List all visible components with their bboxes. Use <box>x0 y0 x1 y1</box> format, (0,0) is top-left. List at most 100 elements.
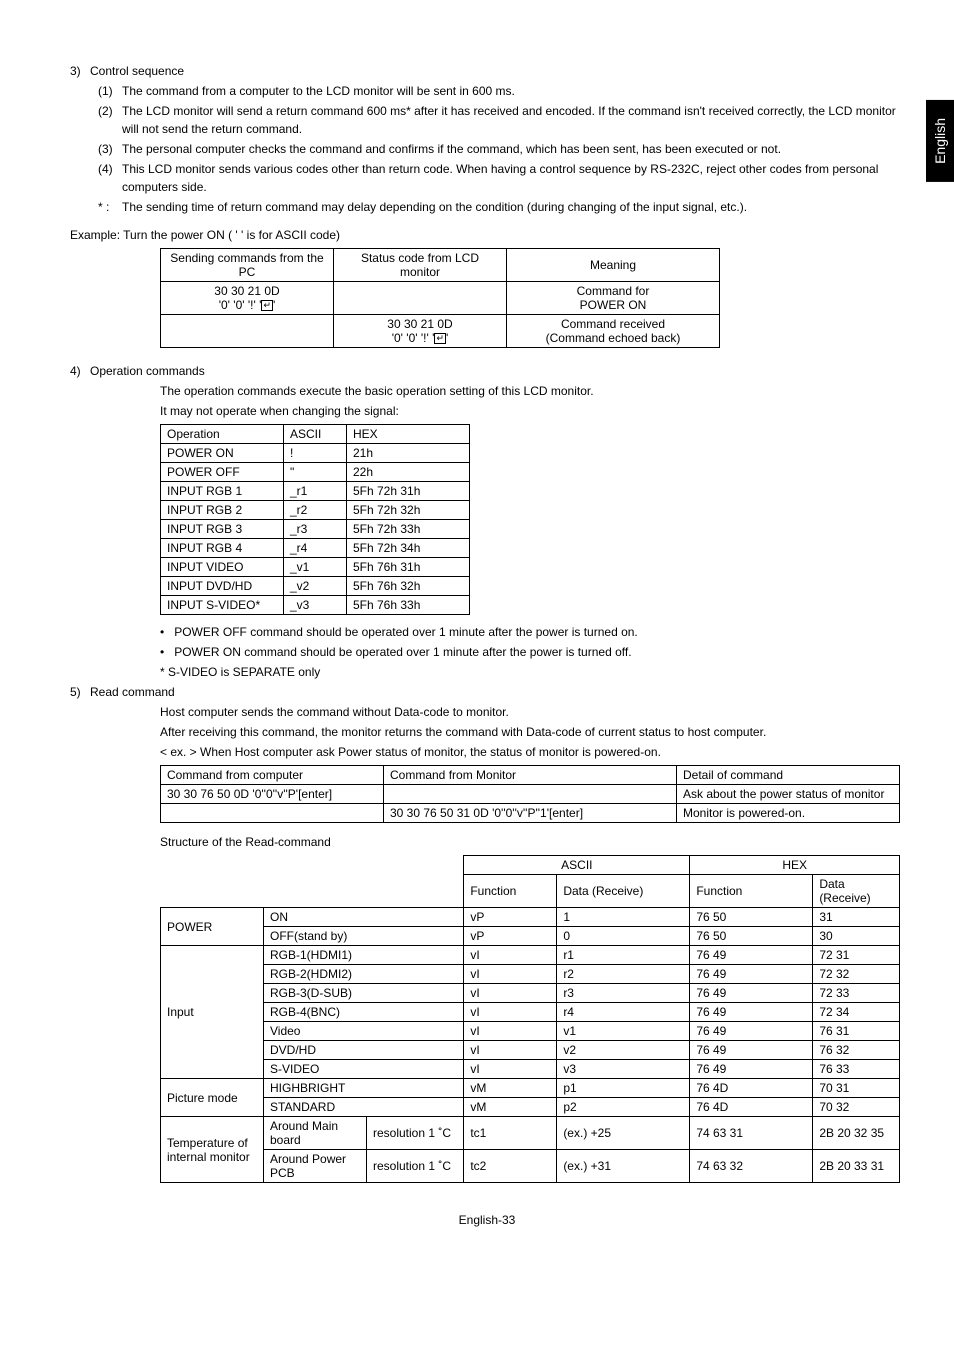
ex-h2: Status code from LCD monitor <box>334 249 507 282</box>
r2-cell: 76 49 <box>690 1060 813 1079</box>
sec4-p1: The operation commands execute the basic… <box>160 382 904 400</box>
ops-cell: 5Fh 76h 33h <box>347 596 470 615</box>
sec5-p3: < ex. > When Host computer ask Power sta… <box>160 743 904 761</box>
r2-cell: 76 49 <box>690 1041 813 1060</box>
r2-cell: 70 32 <box>813 1098 900 1117</box>
svideo-note: * S-VIDEO is SEPARATE only <box>160 663 904 681</box>
r2-cell: 31 <box>813 908 900 927</box>
r2-cell: 76 49 <box>690 1003 813 1022</box>
ops-cell: 5Fh 76h 31h <box>347 558 470 577</box>
ops-h: HEX <box>347 425 470 444</box>
r2-cell: 2B 20 32 35 <box>813 1117 900 1150</box>
r2-cell: tc1 <box>464 1117 557 1150</box>
example-table: Sending commands from the PC Status code… <box>160 248 720 348</box>
r2-cell: 74 63 31 <box>690 1117 813 1150</box>
r2-cell: 76 33 <box>813 1060 900 1079</box>
read-table-1: Command from computer Command from Monit… <box>160 765 900 823</box>
blank-cell <box>161 856 464 908</box>
r2-cell: STANDARD <box>264 1098 464 1117</box>
r1-h: Command from computer <box>161 766 384 785</box>
r2-cell: RGB-4(BNC) <box>264 1003 464 1022</box>
ex-cell: 30 30 21 0D'0' '0' '!' '↵' <box>334 315 507 348</box>
r1-cell <box>384 785 677 804</box>
r2-cell: resolution 1 ˚C <box>367 1150 464 1183</box>
enter-icon: ↵ <box>261 300 273 311</box>
r2-cell: r2 <box>557 965 690 984</box>
r2-cell: vM <box>464 1079 557 1098</box>
r1-cell: 30 30 76 50 0D '0''0''v''P'[enter] <box>161 785 384 804</box>
r2-cell: 2B 20 33 31 <box>813 1150 900 1183</box>
sec3-item-text: The sending time of return command may d… <box>122 198 747 216</box>
r1-cell: Ask about the power status of monitor <box>677 785 900 804</box>
ex-line: '0' '0' '!' ' <box>392 331 435 345</box>
r2-top: HEX <box>690 856 900 875</box>
ops-table: Operation ASCII HEX POWER ON!21hPOWER OF… <box>160 424 470 615</box>
ex-line: POWER ON <box>580 298 647 312</box>
r1-h: Command from Monitor <box>384 766 677 785</box>
ops-cell: INPUT RGB 2 <box>161 501 284 520</box>
sec3-list: (1)The command from a computer to the LC… <box>98 82 904 216</box>
r2-sub: Data (Receive) <box>557 875 690 908</box>
sec3-item-num: * : <box>98 198 122 216</box>
ops-cell: _v2 <box>284 577 347 596</box>
r2-cell: RGB-3(D-SUB) <box>264 984 464 1003</box>
r2-cell: DVD/HD <box>264 1041 464 1060</box>
ex-line: '0' '0' '!' ' <box>219 298 262 312</box>
r2-cell: 30 <box>813 927 900 946</box>
ops-cell: INPUT VIDEO <box>161 558 284 577</box>
r2-cell: RGB-1(HDMI1) <box>264 946 464 965</box>
ops-cell: 5Fh 72h 31h <box>347 482 470 501</box>
ops-cell: POWER ON <box>161 444 284 463</box>
r2-cell: S-VIDEO <box>264 1060 464 1079</box>
ops-cell: 5Fh 72h 34h <box>347 539 470 558</box>
ops-cell: 5Fh 76h 32h <box>347 577 470 596</box>
bullet: • POWER ON command should be operated ov… <box>160 643 904 661</box>
sec4-heading: 4)Operation commands <box>70 362 904 380</box>
r2-cell: tc2 <box>464 1150 557 1183</box>
r2-group-label: POWER <box>161 908 264 946</box>
sec3-item: (4)This LCD monitor sends various codes … <box>98 160 904 196</box>
r2-cell: RGB-2(HDMI2) <box>264 965 464 984</box>
r2-cell: 72 31 <box>813 946 900 965</box>
r2-group-label: Input <box>161 946 264 1079</box>
sec3-item: (1)The command from a computer to the LC… <box>98 82 904 100</box>
sec3-item-text: The personal computer checks the command… <box>122 140 781 158</box>
r2-cell: vP <box>464 927 557 946</box>
r2-cell: 76 49 <box>690 946 813 965</box>
r2-cell: 76 32 <box>813 1041 900 1060</box>
ex-cell: Command received(Command echoed back) <box>507 315 720 348</box>
r2-cell: 76 50 <box>690 908 813 927</box>
r2-cell: vI <box>464 1060 557 1079</box>
r2-cell: 76 49 <box>690 1022 813 1041</box>
ops-cell: INPUT RGB 4 <box>161 539 284 558</box>
r2-cell: v2 <box>557 1041 690 1060</box>
r2-cell: vI <box>464 965 557 984</box>
r2-cell: v1 <box>557 1022 690 1041</box>
read-table-2: ASCII HEX Function Data (Receive) Functi… <box>160 855 900 1183</box>
sec3-item-num: (2) <box>98 102 122 138</box>
ops-cell: 22h <box>347 463 470 482</box>
r2-cell: Around Power PCB <box>264 1150 367 1183</box>
r2-cell: 76 4D <box>690 1079 813 1098</box>
r2-cell: resolution 1 ˚C <box>367 1117 464 1150</box>
r2-cell: r4 <box>557 1003 690 1022</box>
sec5-p2: After receiving this command, the monito… <box>160 723 904 741</box>
ops-cell: 5Fh 72h 32h <box>347 501 470 520</box>
r2-cell: r1 <box>557 946 690 965</box>
r2-cell: 72 32 <box>813 965 900 984</box>
r1-cell: 30 30 76 50 31 0D '0''0''v''P''1'[enter] <box>384 804 677 823</box>
bullet-text: POWER ON command should be operated over… <box>174 645 631 659</box>
ex-cell: 30 30 21 0D'0' '0' '!' '↵' <box>161 282 334 315</box>
ops-cell: ! <box>284 444 347 463</box>
ops-cell: INPUT RGB 1 <box>161 482 284 501</box>
ex-line: 30 30 21 0D <box>387 317 452 331</box>
r2-cell: vI <box>464 1022 557 1041</box>
sec3-heading: 3)Control sequence <box>70 62 904 80</box>
ops-cell: INPUT DVD/HD <box>161 577 284 596</box>
ops-cell: _r4 <box>284 539 347 558</box>
r2-cell: ON <box>264 908 464 927</box>
ops-cell: 21h <box>347 444 470 463</box>
r2-cell: 76 50 <box>690 927 813 946</box>
r2-cell: r3 <box>557 984 690 1003</box>
r2-cell: Video <box>264 1022 464 1041</box>
